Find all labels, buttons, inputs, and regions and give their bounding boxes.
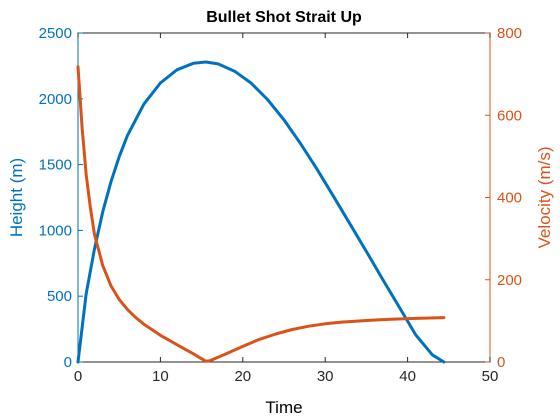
- x-tick-label: 20: [234, 368, 251, 385]
- series-line-right: [76, 65, 446, 363]
- right-tick-label: 0: [497, 354, 505, 371]
- right-y-axis: 0 200 400 600 800: [485, 25, 522, 371]
- left-tick-label: 1500: [39, 157, 72, 174]
- left-tick-label: 2500: [39, 25, 72, 42]
- right-tick-label: 600: [497, 107, 522, 124]
- x-tick-label: 10: [152, 368, 169, 385]
- series-layer: [76, 60, 446, 364]
- plot-area: [77, 32, 491, 363]
- right-tick-label: 200: [497, 272, 522, 289]
- y-axis-right-label: Velocity (m/s): [535, 146, 554, 248]
- x-axis-label: Time: [265, 398, 302, 417]
- left-tick-label: 1000: [39, 222, 72, 239]
- x-tick-label: 30: [317, 368, 334, 385]
- x-axis: 0 10 20 30 40 50: [74, 33, 499, 385]
- chart-title: Bullet Shot Strait Up: [206, 9, 362, 26]
- x-tick-label: 50: [482, 368, 499, 385]
- left-y-axis: 0 500 1000 1500 2000 2500: [39, 25, 83, 371]
- left-tick-label: 0: [64, 354, 72, 371]
- x-tick-label: 0: [74, 368, 82, 385]
- left-tick-label: 2000: [39, 91, 72, 108]
- y-axis-left-label: Height (m): [7, 158, 26, 237]
- right-tick-label: 800: [497, 25, 522, 42]
- right-tick-label: 400: [497, 190, 522, 207]
- series-line-left: [76, 60, 446, 364]
- left-tick-label: 500: [47, 288, 72, 305]
- x-tick-label: 40: [399, 368, 416, 385]
